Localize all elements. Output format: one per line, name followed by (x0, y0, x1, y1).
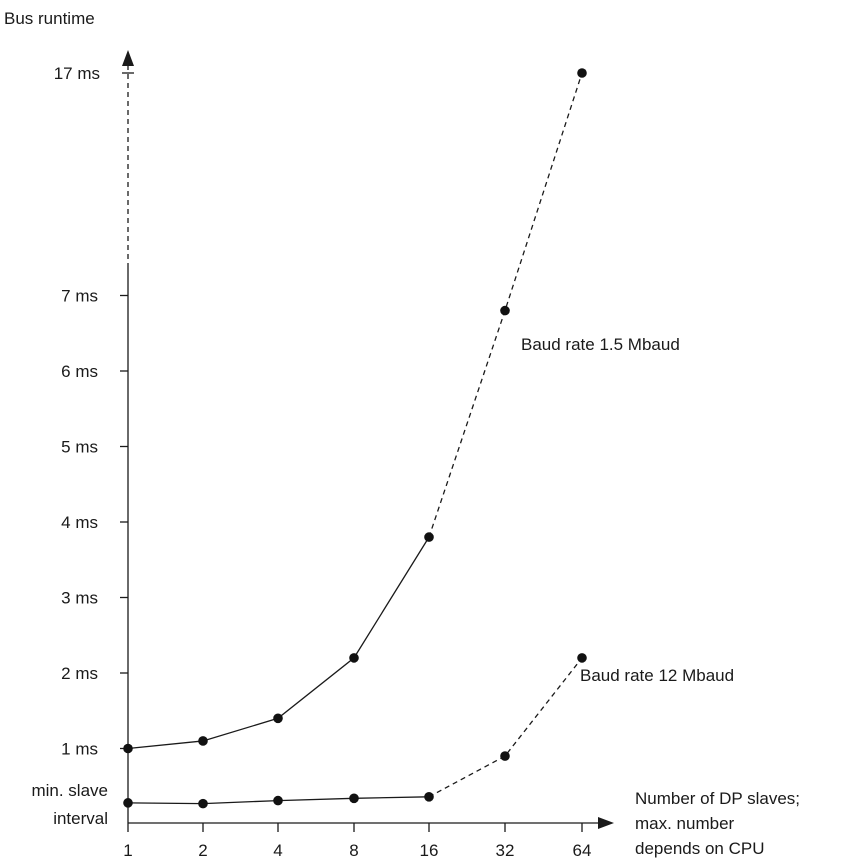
y-axis-arrow (122, 50, 134, 66)
data-point (123, 743, 133, 754)
series-line-dashed (428, 657, 583, 798)
x-axis-title-line: depends on CPU (635, 839, 764, 858)
data-point (500, 751, 510, 761)
x-tick-label: 1 (123, 841, 132, 860)
data-point (577, 68, 587, 78)
x-tick-label: 8 (349, 841, 358, 860)
data-point (273, 713, 283, 724)
data-point (198, 798, 208, 809)
series-line-dashed (428, 72, 583, 538)
data-point (424, 792, 434, 802)
x-tick-label: 4 (273, 841, 282, 860)
series-group (123, 68, 587, 809)
y-tick-label: 2 ms (61, 664, 98, 683)
y-tick-label: 5 ms (61, 438, 98, 457)
x-axis-title-line: Number of DP slaves; (635, 789, 800, 808)
x-axis-title-line: max. number (635, 814, 735, 833)
data-point (577, 653, 587, 663)
y-axis-title: Bus runtime (4, 9, 95, 28)
data-point (123, 798, 133, 808)
y-tick-label: 1 ms (61, 740, 98, 759)
data-point (273, 795, 283, 806)
x-tick-label: 16 (420, 841, 439, 860)
axes (120, 50, 614, 832)
x-tick-label: 64 (573, 841, 592, 860)
y-tick-label: 3 ms (61, 589, 98, 608)
data-point (198, 736, 208, 746)
y-tick-label: 7 ms (61, 287, 98, 306)
y-min-label-line2: interval (53, 809, 108, 828)
x-tick-label: 32 (496, 841, 515, 860)
x-tick-label: 2 (198, 841, 207, 860)
series-label: Baud rate 1.5 Mbaud (521, 335, 680, 354)
data-point (349, 793, 359, 804)
y-tick-label: 6 ms (61, 362, 98, 381)
data-point (424, 532, 434, 542)
y-tick-label: 4 ms (61, 513, 98, 532)
x-axis-arrow (598, 817, 614, 829)
y-min-label-line1: min. slave (31, 781, 108, 800)
series-label: Baud rate 12 Mbaud (580, 666, 734, 685)
data-point (349, 653, 359, 663)
y-tick-label-17: 17 ms (54, 64, 100, 83)
data-point (500, 305, 510, 316)
